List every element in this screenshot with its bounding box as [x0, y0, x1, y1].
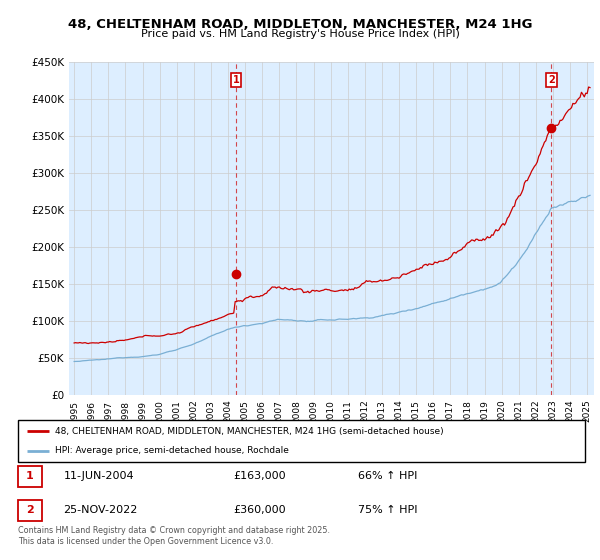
- FancyBboxPatch shape: [18, 420, 585, 462]
- Text: 66% ↑ HPI: 66% ↑ HPI: [358, 472, 418, 482]
- Text: £360,000: £360,000: [233, 505, 286, 515]
- Text: 48, CHELTENHAM ROAD, MIDDLETON, MANCHESTER, M24 1HG (semi-detached house): 48, CHELTENHAM ROAD, MIDDLETON, MANCHEST…: [55, 427, 443, 436]
- Text: 75% ↑ HPI: 75% ↑ HPI: [358, 505, 418, 515]
- Text: 1: 1: [26, 472, 34, 482]
- Text: 1: 1: [233, 75, 239, 85]
- FancyBboxPatch shape: [18, 466, 42, 487]
- Text: Contains HM Land Registry data © Crown copyright and database right 2025.
This d: Contains HM Land Registry data © Crown c…: [18, 526, 330, 546]
- Text: 11-JUN-2004: 11-JUN-2004: [64, 472, 134, 482]
- FancyBboxPatch shape: [18, 500, 42, 521]
- Text: HPI: Average price, semi-detached house, Rochdale: HPI: Average price, semi-detached house,…: [55, 446, 289, 455]
- Text: 48, CHELTENHAM ROAD, MIDDLETON, MANCHESTER, M24 1HG: 48, CHELTENHAM ROAD, MIDDLETON, MANCHEST…: [68, 18, 532, 31]
- Text: 2: 2: [548, 75, 554, 85]
- Text: 25-NOV-2022: 25-NOV-2022: [64, 505, 138, 515]
- Text: Price paid vs. HM Land Registry's House Price Index (HPI): Price paid vs. HM Land Registry's House …: [140, 29, 460, 39]
- Text: 2: 2: [26, 505, 34, 515]
- Text: £163,000: £163,000: [233, 472, 286, 482]
